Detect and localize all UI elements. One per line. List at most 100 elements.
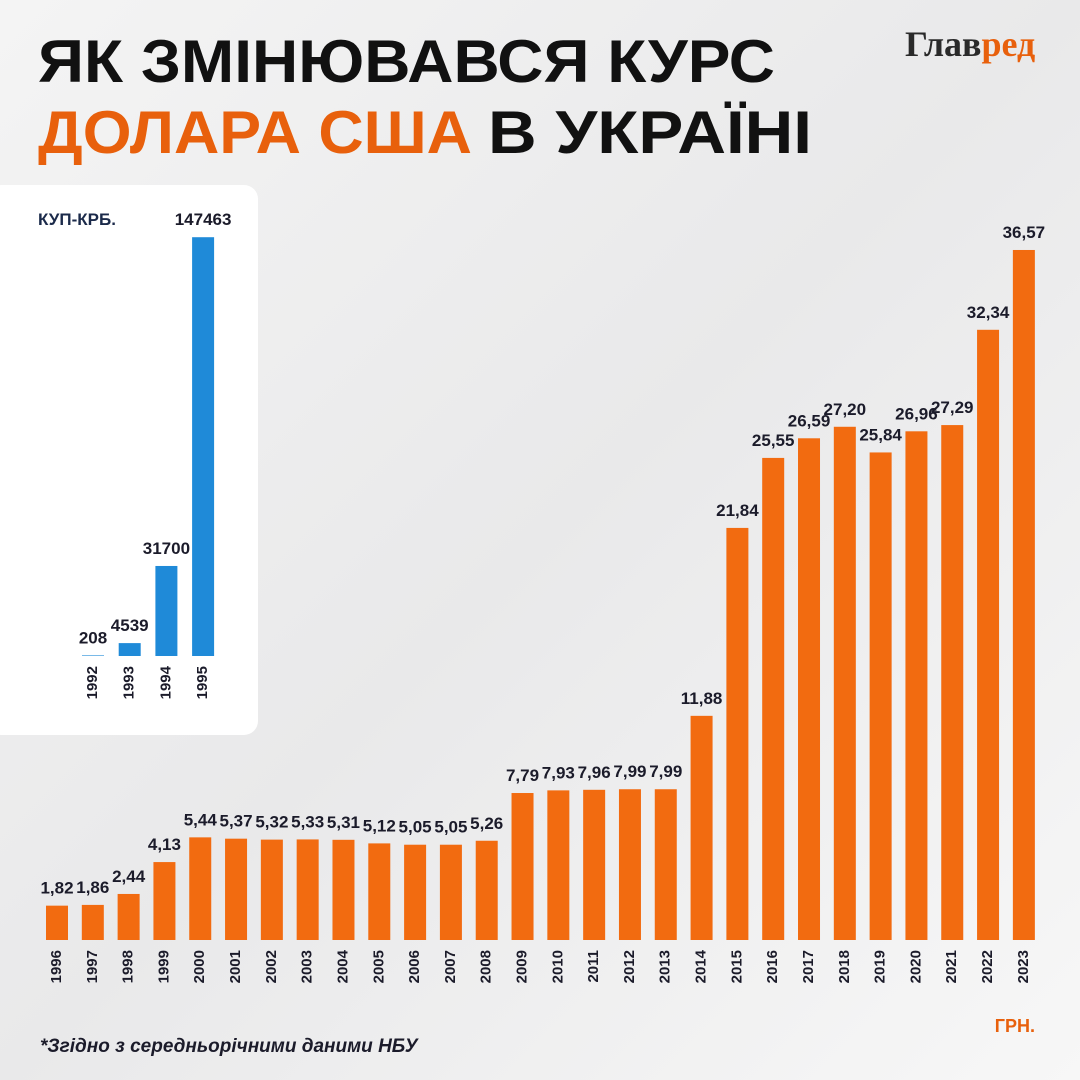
value-label: 2,44 (112, 867, 146, 886)
bar (798, 438, 821, 940)
x-tick-label: 1997 (84, 950, 101, 983)
bar (869, 452, 892, 940)
value-label: 36,57 (1003, 223, 1046, 242)
bar (368, 843, 391, 940)
bar (118, 643, 141, 656)
x-tick-label: 2007 (442, 950, 459, 983)
value-label: 5,26 (470, 814, 503, 833)
value-label: 7,99 (613, 762, 646, 781)
value-label: 5,31 (327, 813, 360, 832)
bar (618, 789, 641, 940)
value-label: 7,79 (506, 766, 539, 785)
x-tick-label: 2011 (585, 950, 602, 983)
x-tick-label: 1992 (84, 666, 101, 699)
bar (153, 862, 176, 940)
x-tick-label: 2016 (764, 950, 781, 983)
bar (46, 905, 68, 940)
bar (762, 457, 785, 940)
bar (192, 237, 215, 656)
value-label: 25,84 (859, 425, 902, 444)
x-tick-label: 1995 (194, 666, 211, 699)
x-tick-label: 2015 (728, 950, 745, 983)
value-label: 27,29 (931, 398, 974, 417)
bar (941, 425, 964, 940)
value-label: 5,05 (434, 818, 467, 837)
bar (726, 527, 749, 940)
x-tick-label: 1998 (120, 950, 137, 983)
x-tick-label: 2000 (191, 950, 208, 983)
value-label: 31700 (143, 539, 190, 558)
bar (475, 840, 498, 940)
x-tick-label: 2014 (693, 949, 710, 983)
x-tick-label: 2023 (1015, 950, 1032, 983)
value-label: 7,93 (542, 763, 575, 782)
x-tick-label: 2012 (621, 950, 638, 983)
bar (81, 904, 104, 940)
bar (511, 793, 534, 940)
x-tick-label: 2001 (227, 950, 244, 983)
title-highlight: ДОЛАРА США (38, 99, 472, 166)
x-tick-label: 1996 (48, 950, 65, 983)
x-tick-label: 2009 (513, 950, 530, 983)
value-label: 21,84 (716, 501, 759, 520)
bar (332, 839, 355, 940)
bar (547, 790, 570, 940)
bar (690, 715, 713, 940)
logo-part: Глав (905, 24, 981, 64)
bar (260, 839, 283, 940)
value-label: 27,20 (824, 400, 867, 419)
bar (1012, 249, 1035, 941)
x-tick-label: 2021 (943, 950, 960, 983)
value-label: 5,37 (220, 812, 253, 831)
value-label: 5,33 (291, 812, 324, 831)
x-tick-label: 1994 (157, 665, 174, 699)
bar (189, 837, 212, 940)
x-tick-label: 1999 (155, 950, 172, 983)
bar (117, 893, 140, 940)
bar (225, 838, 248, 940)
bar (155, 565, 178, 656)
title-line: В УКРАЇНІ (488, 99, 812, 166)
value-label: 26,96 (895, 404, 938, 423)
value-label: 7,96 (578, 763, 611, 782)
value-label: 1,82 (40, 879, 73, 898)
bar (905, 431, 928, 940)
bar (654, 789, 677, 940)
footnote: *Згідно з середньорічними даними НБУ (40, 1036, 420, 1057)
x-tick-label: 2019 (872, 950, 889, 983)
bar (583, 789, 606, 940)
bar (296, 839, 319, 940)
x-tick-label: 2003 (299, 950, 316, 983)
value-label: 32,34 (967, 303, 1010, 322)
value-label: 26,59 (788, 411, 831, 430)
value-label: 5,32 (255, 813, 288, 832)
x-tick-label: 2013 (657, 950, 674, 983)
x-tick-label: 2018 (836, 950, 853, 983)
unit-label: ГРН. (995, 1016, 1035, 1036)
x-tick-label: 2005 (370, 950, 387, 983)
x-tick-label: 2020 (907, 950, 924, 983)
value-label: 1,86 (76, 878, 109, 897)
value-label: 7,99 (649, 762, 682, 781)
bar (977, 329, 1000, 940)
x-tick-label: 1993 (121, 666, 138, 699)
logo: Главред (905, 24, 1035, 64)
value-label: 5,44 (184, 810, 218, 829)
title-line: ЯК ЗМІНЮВАВСЯ КУРС (38, 28, 775, 95)
value-label: 147463 (175, 210, 232, 229)
value-label: 4539 (111, 616, 149, 635)
x-tick-label: 2022 (979, 950, 996, 983)
unit-label: КУП-КРБ. (38, 210, 116, 229)
value-label: 5,05 (399, 818, 432, 837)
x-tick-label: 2002 (263, 950, 280, 983)
x-tick-label: 2010 (549, 950, 566, 983)
x-tick-label: 2008 (478, 950, 495, 983)
x-tick-label: 2004 (334, 949, 351, 983)
value-label: 5,12 (363, 816, 396, 835)
logo-part: ред (981, 24, 1035, 64)
bar (439, 844, 462, 940)
value-label: 4,13 (148, 835, 181, 854)
bar (833, 426, 856, 941)
bar (404, 844, 427, 940)
x-tick-label: 2006 (406, 950, 423, 983)
